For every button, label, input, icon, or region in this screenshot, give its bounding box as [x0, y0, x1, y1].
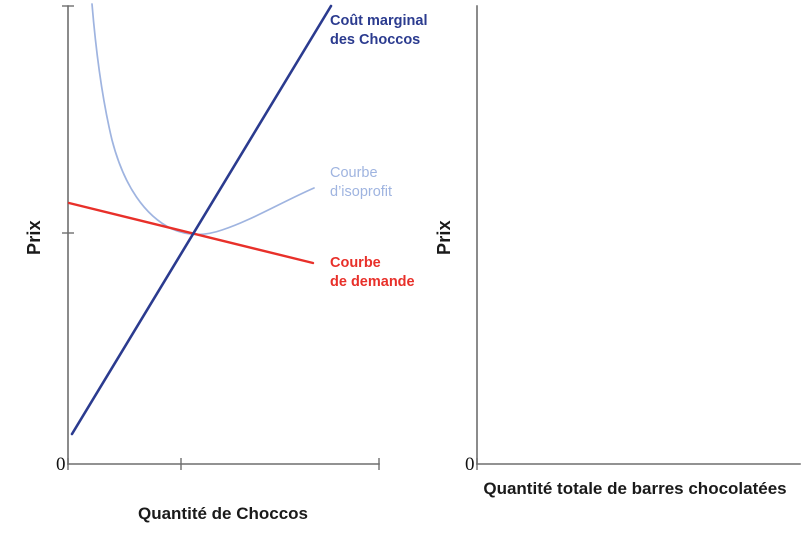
right-x-axis-title: Quantité totale de barres chocolatées — [483, 479, 787, 498]
panel-left: 0 Prix Quantité de Choccos Coût marginal… — [24, 3, 427, 523]
left-label-marginal-cost: Coût marginal des Choccos — [330, 13, 428, 48]
left-plot-area — [62, 3, 380, 470]
panel-right: 0 Prix Quantité totale de barres chocola… — [420, 0, 810, 535]
left-curve-isoprofit — [91, 3, 315, 236]
left-y-axis-title: Prix — [24, 220, 44, 255]
right-y-axis-title: Prix — [434, 220, 454, 255]
left-label-isoprofit: Courbe d’isoprofit — [330, 165, 393, 200]
left-curve-marginal-cost — [70, 4, 333, 436]
left-x-axis-title: Quantité de Choccos — [137, 504, 309, 523]
left-origin-label: 0 — [56, 454, 66, 475]
right-plot-area — [476, 5, 801, 470]
left-label-demand: Courbe de demande — [330, 255, 415, 290]
right-origin-label: 0 — [465, 454, 475, 475]
left-curve-demand — [67, 201, 315, 265]
